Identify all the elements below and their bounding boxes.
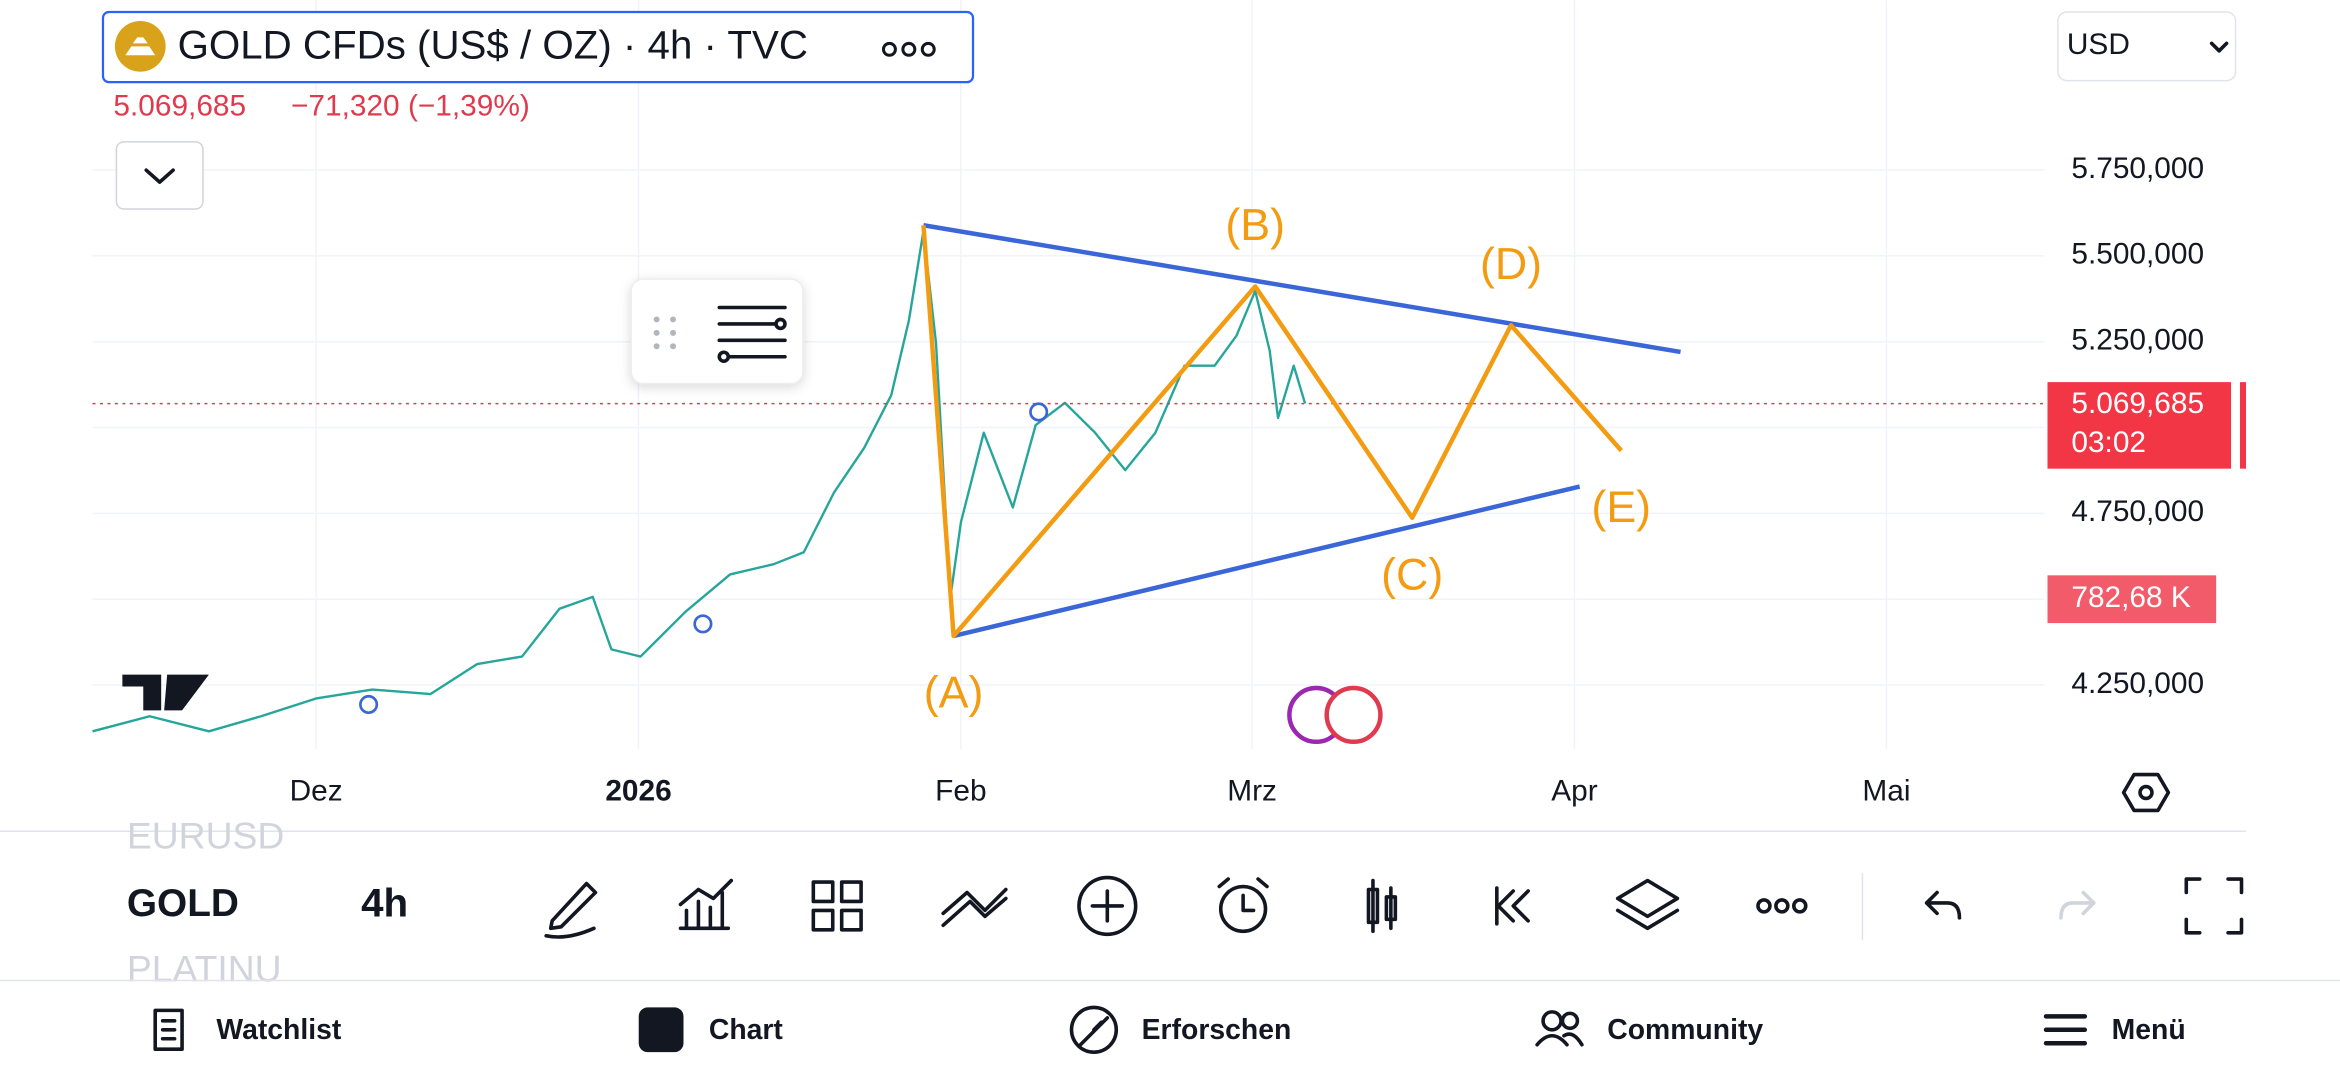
fullscreen-icon[interactable] (2184, 877, 2244, 935)
alarm-hands (1217, 877, 1269, 913)
triangle-line (953, 484, 1581, 639)
event-marker (359, 694, 379, 715)
candles-icon[interactable] (1366, 878, 1398, 934)
x-tick-label: 2026 (605, 774, 671, 807)
more-dots[interactable] (881, 41, 936, 57)
chevron (144, 168, 175, 184)
watchlist-icon (153, 1008, 184, 1051)
chart-icon-line (645, 1019, 677, 1040)
triangle-line (923, 223, 1681, 355)
more-icon (1792, 898, 1808, 914)
collapse-button[interactable] (115, 141, 204, 210)
y-tick-label: 5.250,000 (2071, 324, 2204, 357)
explore-icon (1069, 1005, 1119, 1054)
add-icon[interactable] (1077, 875, 1138, 937)
nav-item[interactable]: Community (1607, 1014, 1763, 1046)
y-tick-label: 4.250,000 (2071, 667, 2204, 700)
nav-item[interactable]: Watchlist (216, 1014, 341, 1046)
x-tick-label: Feb (935, 774, 986, 807)
symbol-box[interactable] (101, 10, 975, 84)
community-icon (1560, 1011, 1580, 1031)
symbol-title: GOLD CFDs (US$ / OZ) · 4h · TVC (178, 22, 808, 67)
symbol-item[interactable]: PLATINU (127, 947, 282, 989)
undo-icon[interactable] (1924, 890, 1962, 920)
x-tick-label: Mrz (1227, 774, 1277, 807)
axis-settings[interactable] (2121, 772, 2171, 813)
price-tag (2047, 382, 2232, 469)
x-tick-label: Dez (290, 774, 343, 807)
wave-label: (E) (1591, 482, 1651, 532)
nav-icons (153, 1005, 2088, 1054)
drag-handle (653, 316, 677, 350)
alarm-icon[interactable] (1218, 884, 1268, 934)
layers-icon[interactable] (1615, 878, 1680, 931)
price-tag-value: 5.069,685 (2071, 387, 2204, 420)
chart-area: 4.250,0004.500,0004.750,0005.000,0005.25… (92, 0, 2246, 807)
wave-label: (B) (1225, 200, 1285, 250)
currency: USD (2067, 28, 2130, 61)
price-line (92, 230, 1307, 733)
wave-line (921, 225, 1623, 639)
toolbar-icons[interactable] (544, 875, 2244, 939)
pencil-icon[interactable] (544, 881, 598, 939)
x-tick-label: Apr (1551, 774, 1597, 807)
event-marker (693, 614, 713, 634)
redo-icon[interactable] (2059, 890, 2096, 920)
community-icon (1535, 1032, 1584, 1047)
y-tick-label: 4.750,000 (2071, 495, 2204, 528)
wave-label: (C) (1381, 549, 1443, 599)
community-icon (1541, 1010, 1563, 1032)
replay-icon[interactable] (1495, 886, 1530, 926)
last-price: 5.069,685 (113, 89, 246, 122)
axis-settings-dot (2138, 784, 2154, 801)
economic-event (1324, 685, 1383, 745)
explore-needle (1078, 1016, 1110, 1047)
price-tag-timer: 03:02 (2071, 426, 2146, 459)
tv-logo (122, 674, 209, 711)
y-tick-label: 5.500,000 (2071, 238, 2204, 271)
wave-label: (A) (924, 667, 984, 717)
interval[interactable]: 4h (361, 881, 408, 926)
select-arrow (2209, 41, 2229, 53)
event-marker (1029, 402, 1049, 422)
y-tick-label: 5.750,000 (2071, 152, 2204, 185)
symbol-item[interactable]: GOLD (127, 882, 239, 925)
indicator-icon[interactable] (678, 878, 734, 931)
gold-icon (125, 37, 156, 56)
wave-label: (D) (1480, 239, 1542, 289)
nav-item[interactable]: Menü (2112, 1014, 2186, 1046)
compare-icon[interactable] (941, 887, 1008, 928)
add-plus (1090, 889, 1125, 923)
more-icon (1774, 898, 1790, 914)
settings-icon[interactable] (717, 305, 787, 364)
nav-item[interactable]: Chart (709, 1014, 784, 1046)
nav-item[interactable]: Erforschen (1142, 1014, 1292, 1046)
menu-icon (2043, 1014, 2088, 1046)
symbol-item[interactable]: EURUSD (127, 815, 285, 857)
price-tag-edge (2240, 382, 2246, 469)
x-tick-label: Mai (1862, 774, 1910, 807)
volume-tag-value: 782,68 K (2071, 581, 2191, 614)
layout-icon[interactable] (811, 880, 863, 932)
price-change: −71,320 (−1,39%) (291, 89, 530, 122)
currency-select[interactable] (2057, 11, 2237, 82)
volume-tag (2047, 575, 2217, 624)
more-icon[interactable] (1756, 898, 1772, 914)
